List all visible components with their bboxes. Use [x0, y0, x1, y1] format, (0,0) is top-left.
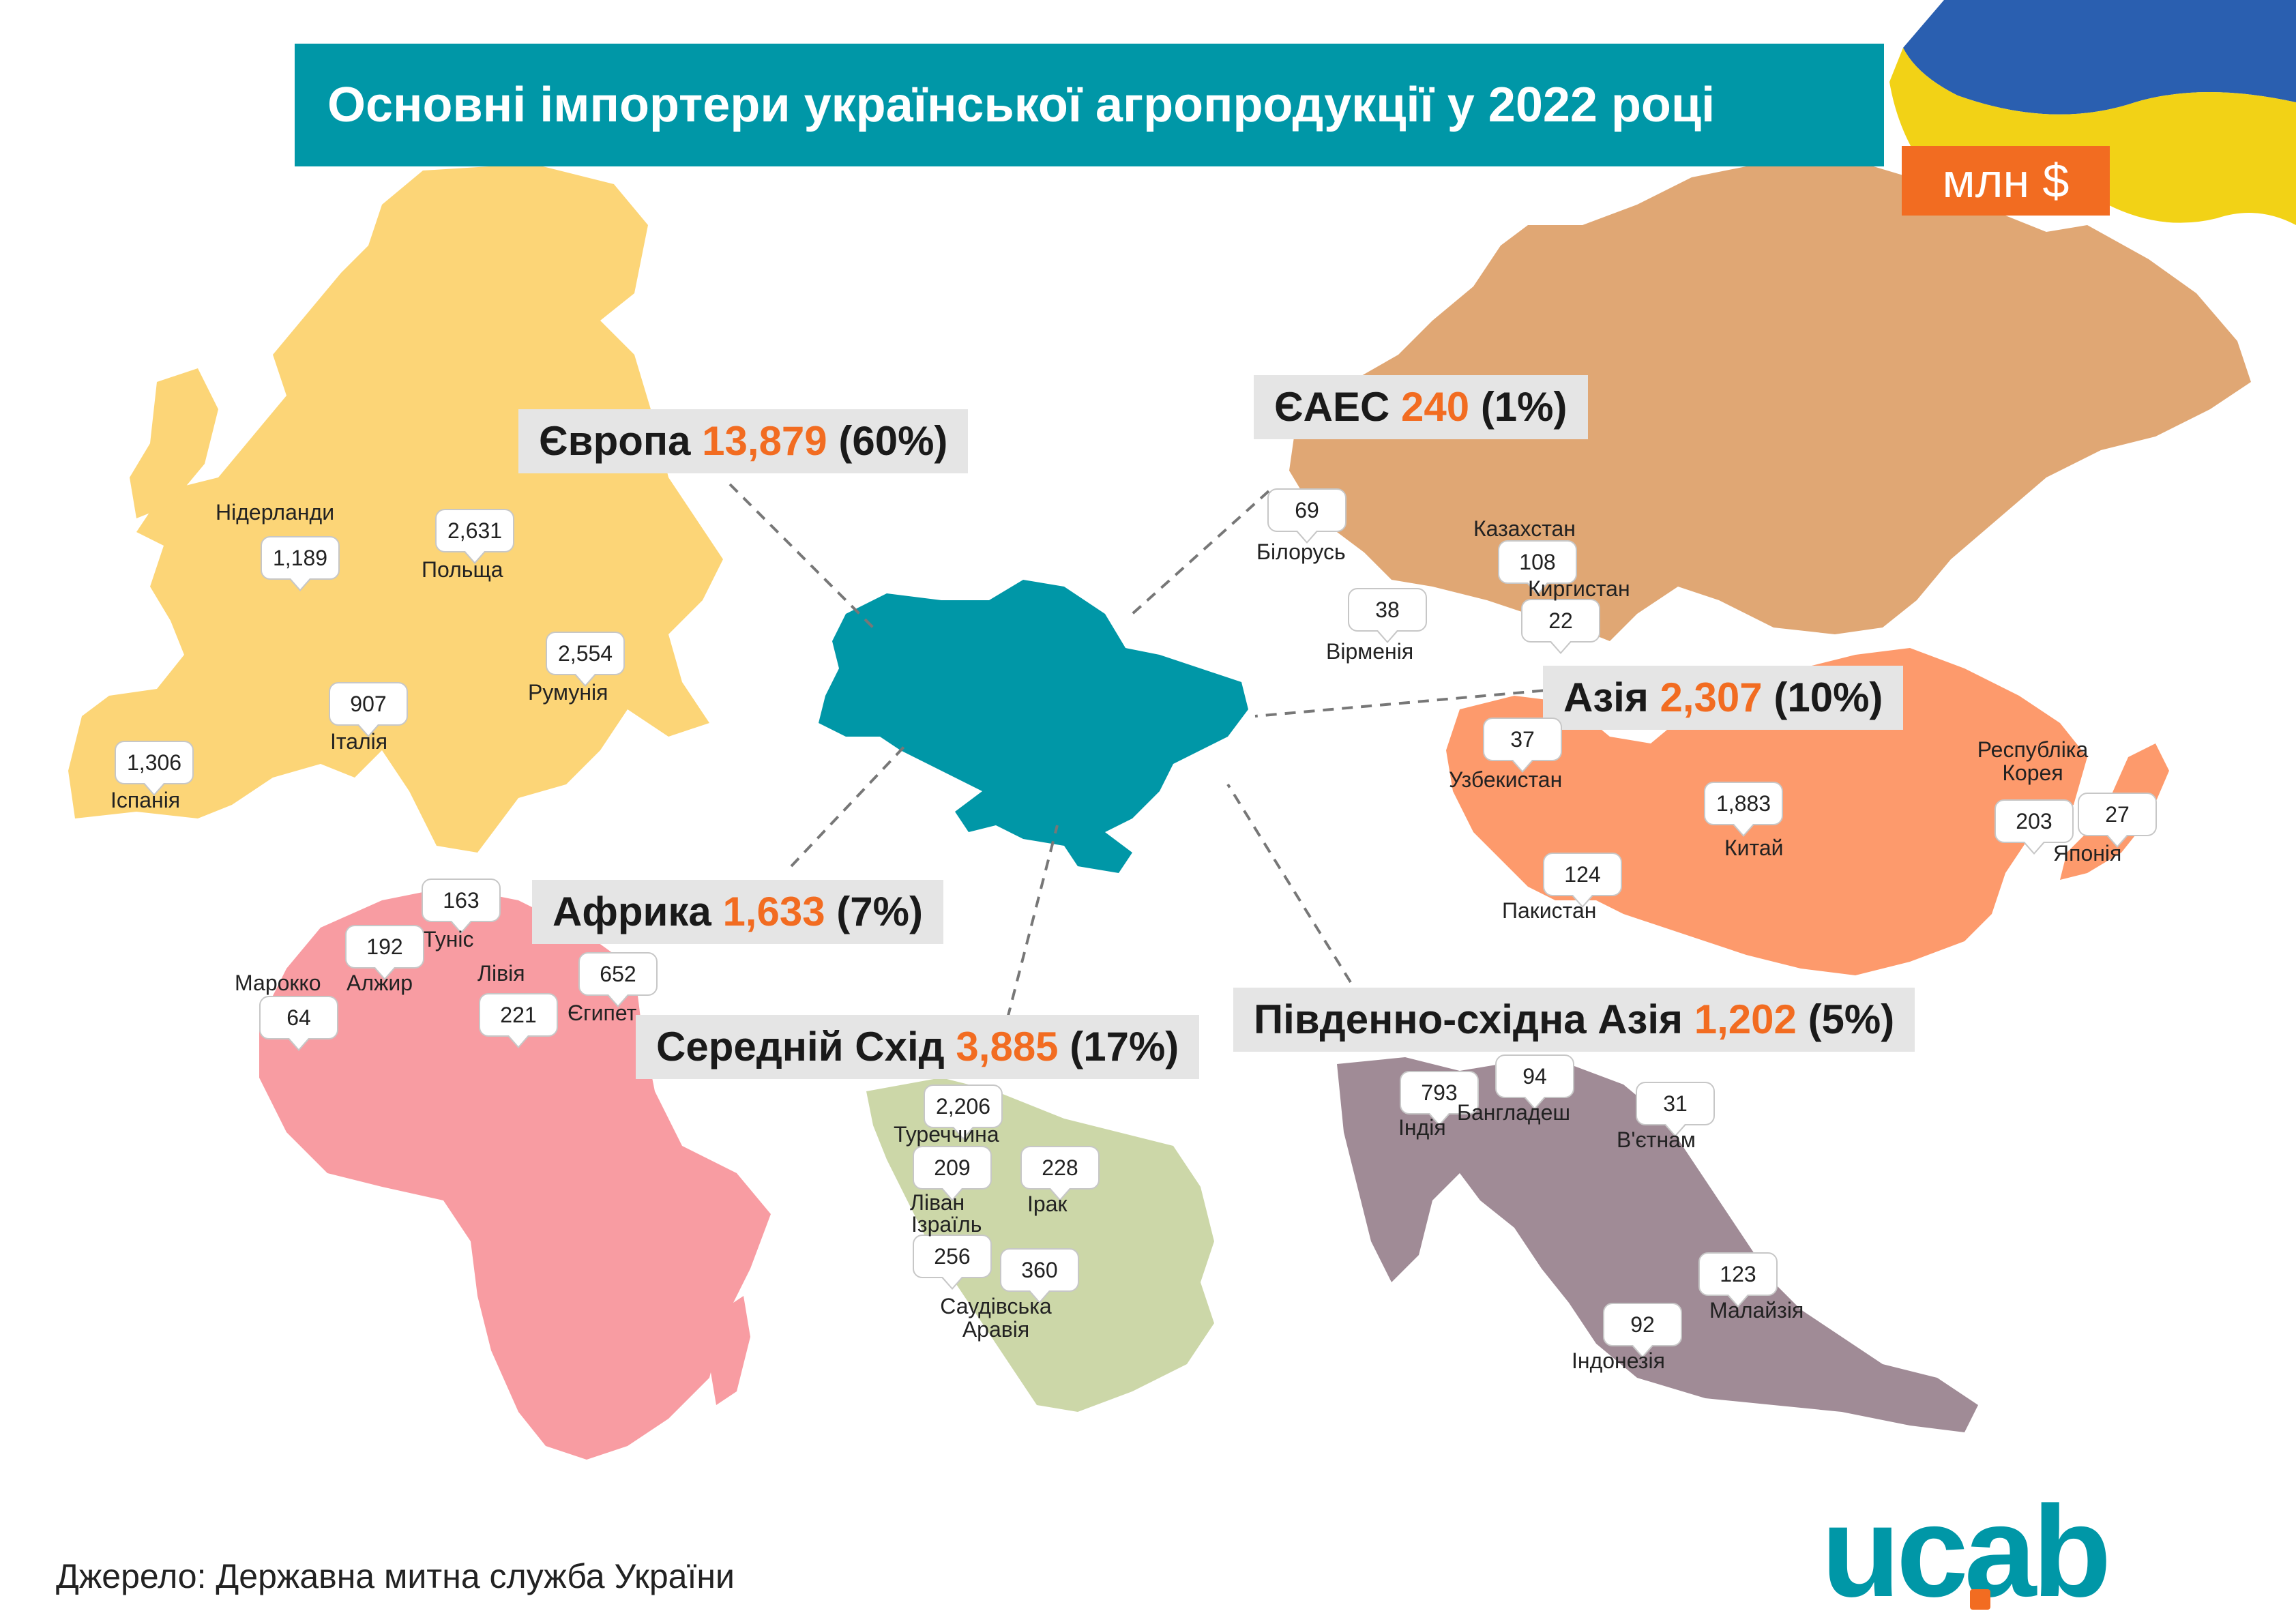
logo-text: ucab [1821, 1479, 2111, 1624]
title-banner: Основні імпортери української агропродук… [295, 44, 1884, 166]
country-value-kazakhstan: 108 [1498, 540, 1577, 595]
region-share: (1%) [1480, 384, 1568, 430]
country-value-spain: 1,306 [115, 741, 194, 796]
europe-region [68, 164, 723, 853]
country-name-turkey: Туреччина [894, 1122, 999, 1147]
source-note: Джерело: Державна митна служба України [56, 1557, 735, 1595]
region-share: (7%) [836, 889, 923, 934]
country-name-israel: Ізраїль [911, 1212, 982, 1237]
country-value-lebanon: 209 [913, 1146, 992, 1201]
region-value: 1,633 [722, 889, 825, 934]
country-name-italy: Італія [330, 729, 388, 754]
country-value-algeria: 192 [345, 925, 424, 980]
country-name-belarus: Білорусь [1256, 540, 1346, 564]
page-title: Основні імпортери української агропродук… [327, 78, 1716, 132]
country-name-india: Індія [1398, 1115, 1446, 1140]
country-name-japan: Японія [2053, 841, 2122, 866]
country-name-indonesia: Індонезія [1572, 1348, 1665, 1373]
country-name-china: Китай [1724, 836, 1784, 860]
country-name-spain: Іспанія [111, 788, 181, 812]
country-value-netherlands: 1,189 [261, 536, 340, 591]
eaeu-region [1289, 157, 2251, 641]
region-name: Азія [1563, 675, 1649, 720]
country-name-poland: Польща [422, 557, 503, 582]
country-name-iraq: Ірак [1027, 1192, 1068, 1216]
country-name-malaysia: Малайзія [1709, 1298, 1804, 1323]
africa-region [259, 887, 771, 1460]
region-value: 1,202 [1694, 996, 1797, 1042]
region-share: (60%) [838, 418, 948, 464]
country-name-uzbekistan: Узбекистан [1449, 767, 1563, 792]
country-value-belarus: 69 [1267, 488, 1346, 544]
country-value-italy: 907 [329, 682, 408, 737]
region-label-asia: Азія 2,307 (10%) [1543, 666, 1904, 730]
country-name-saudi-arabia: Саудівська Аравія [940, 1294, 1052, 1342]
country-name-egypt: Єгипет [568, 1001, 637, 1025]
logo-dot-mark [1970, 1589, 1990, 1610]
country-value-iraq: 228 [1020, 1146, 1100, 1201]
country-name-netherlands: Нідерланди [216, 500, 335, 525]
uk-shape [130, 368, 218, 518]
country-value-japan: 27 [2078, 793, 2157, 848]
country-value-armenia: 38 [1348, 588, 1427, 643]
country-name-kyrgyzstan: Киргистан [1528, 576, 1630, 601]
country-value-korea: 203 [1995, 799, 2074, 855]
country-name-romania: Румунія [528, 680, 608, 705]
region-label-eaeu: ЄАЕС 240 (1%) [1254, 375, 1588, 439]
country-value-morocco: 64 [259, 996, 338, 1051]
country-value-china: 1,883 [1704, 782, 1784, 837]
country-value-poland: 2,631 [435, 509, 515, 564]
country-value-turkey: 2,206 [924, 1084, 1003, 1140]
region-share: (5%) [1808, 996, 1895, 1042]
ukraine-shape [819, 580, 1248, 873]
region-label-middle-east: Середній Схід 3,885 (17%) [636, 1015, 1200, 1079]
country-name-armenia: Вірменія [1326, 639, 1414, 664]
country-value-tunisia: 163 [422, 879, 501, 934]
country-value-vietnam: 31 [1636, 1082, 1715, 1137]
country-name-bangladesh: Бангладеш [1457, 1100, 1571, 1125]
unit-badge: млн $ [1902, 146, 2110, 216]
country-name-libya: Лівія [477, 961, 525, 986]
region-name: ЄАЕС [1274, 384, 1390, 430]
region-label-se-asia: Південно-східна Азія 1,202 (5%) [1233, 988, 1915, 1052]
country-name-lebanon: Ліван [910, 1190, 965, 1215]
region-share: (17%) [1070, 1024, 1179, 1069]
country-name-korea: Республіка Корея [1977, 737, 2089, 785]
region-value: 240 [1401, 384, 1470, 430]
region-name: Середній Схід [656, 1024, 945, 1069]
region-value: 13,879 [702, 418, 827, 464]
country-value-malaysia: 123 [1698, 1252, 1778, 1308]
region-name: Південно-східна Азія [1254, 996, 1683, 1042]
country-value-bangladesh: 94 [1495, 1054, 1574, 1110]
country-name-morocco: Марокко [235, 971, 321, 995]
country-value-kyrgyzstan: 22 [1521, 599, 1600, 654]
madagascar-shape [709, 1296, 750, 1405]
country-name-kazakhstan: Казахстан [1473, 516, 1576, 541]
country-name-pakistan: Пакистан [1502, 898, 1597, 923]
country-value-india: 793 [1400, 1071, 1479, 1126]
country-value-uzbekistan: 37 [1483, 718, 1562, 773]
region-label-africa: Африка 1,633 (7%) [532, 880, 943, 944]
region-share: (10%) [1773, 675, 1883, 720]
region-value: 3,885 [956, 1024, 1059, 1069]
region-value: 2,307 [1660, 675, 1763, 720]
country-name-vietnam: В'єтнам [1617, 1127, 1696, 1152]
country-value-indonesia: 92 [1603, 1303, 1682, 1358]
country-name-tunisia: Туніс [423, 927, 474, 951]
country-name-algeria: Алжир [347, 971, 413, 995]
country-value-romania: 2,554 [546, 632, 625, 687]
connector-lines [728, 483, 1563, 1037]
country-value-israel: 256 [913, 1235, 992, 1290]
region-name: Африка [553, 889, 711, 934]
country-value-pakistan: 124 [1543, 853, 1622, 908]
ucab-logo: ucab [1821, 1487, 2111, 1616]
region-label-europe: Європа 13,879 (60%) [518, 409, 969, 473]
country-value-egypt: 652 [578, 952, 658, 1007]
region-name: Європа [539, 418, 691, 464]
country-value-saudi-arabia: 360 [1000, 1248, 1079, 1303]
se-asia-region [1337, 1057, 1978, 1432]
country-value-libya: 221 [479, 993, 558, 1048]
